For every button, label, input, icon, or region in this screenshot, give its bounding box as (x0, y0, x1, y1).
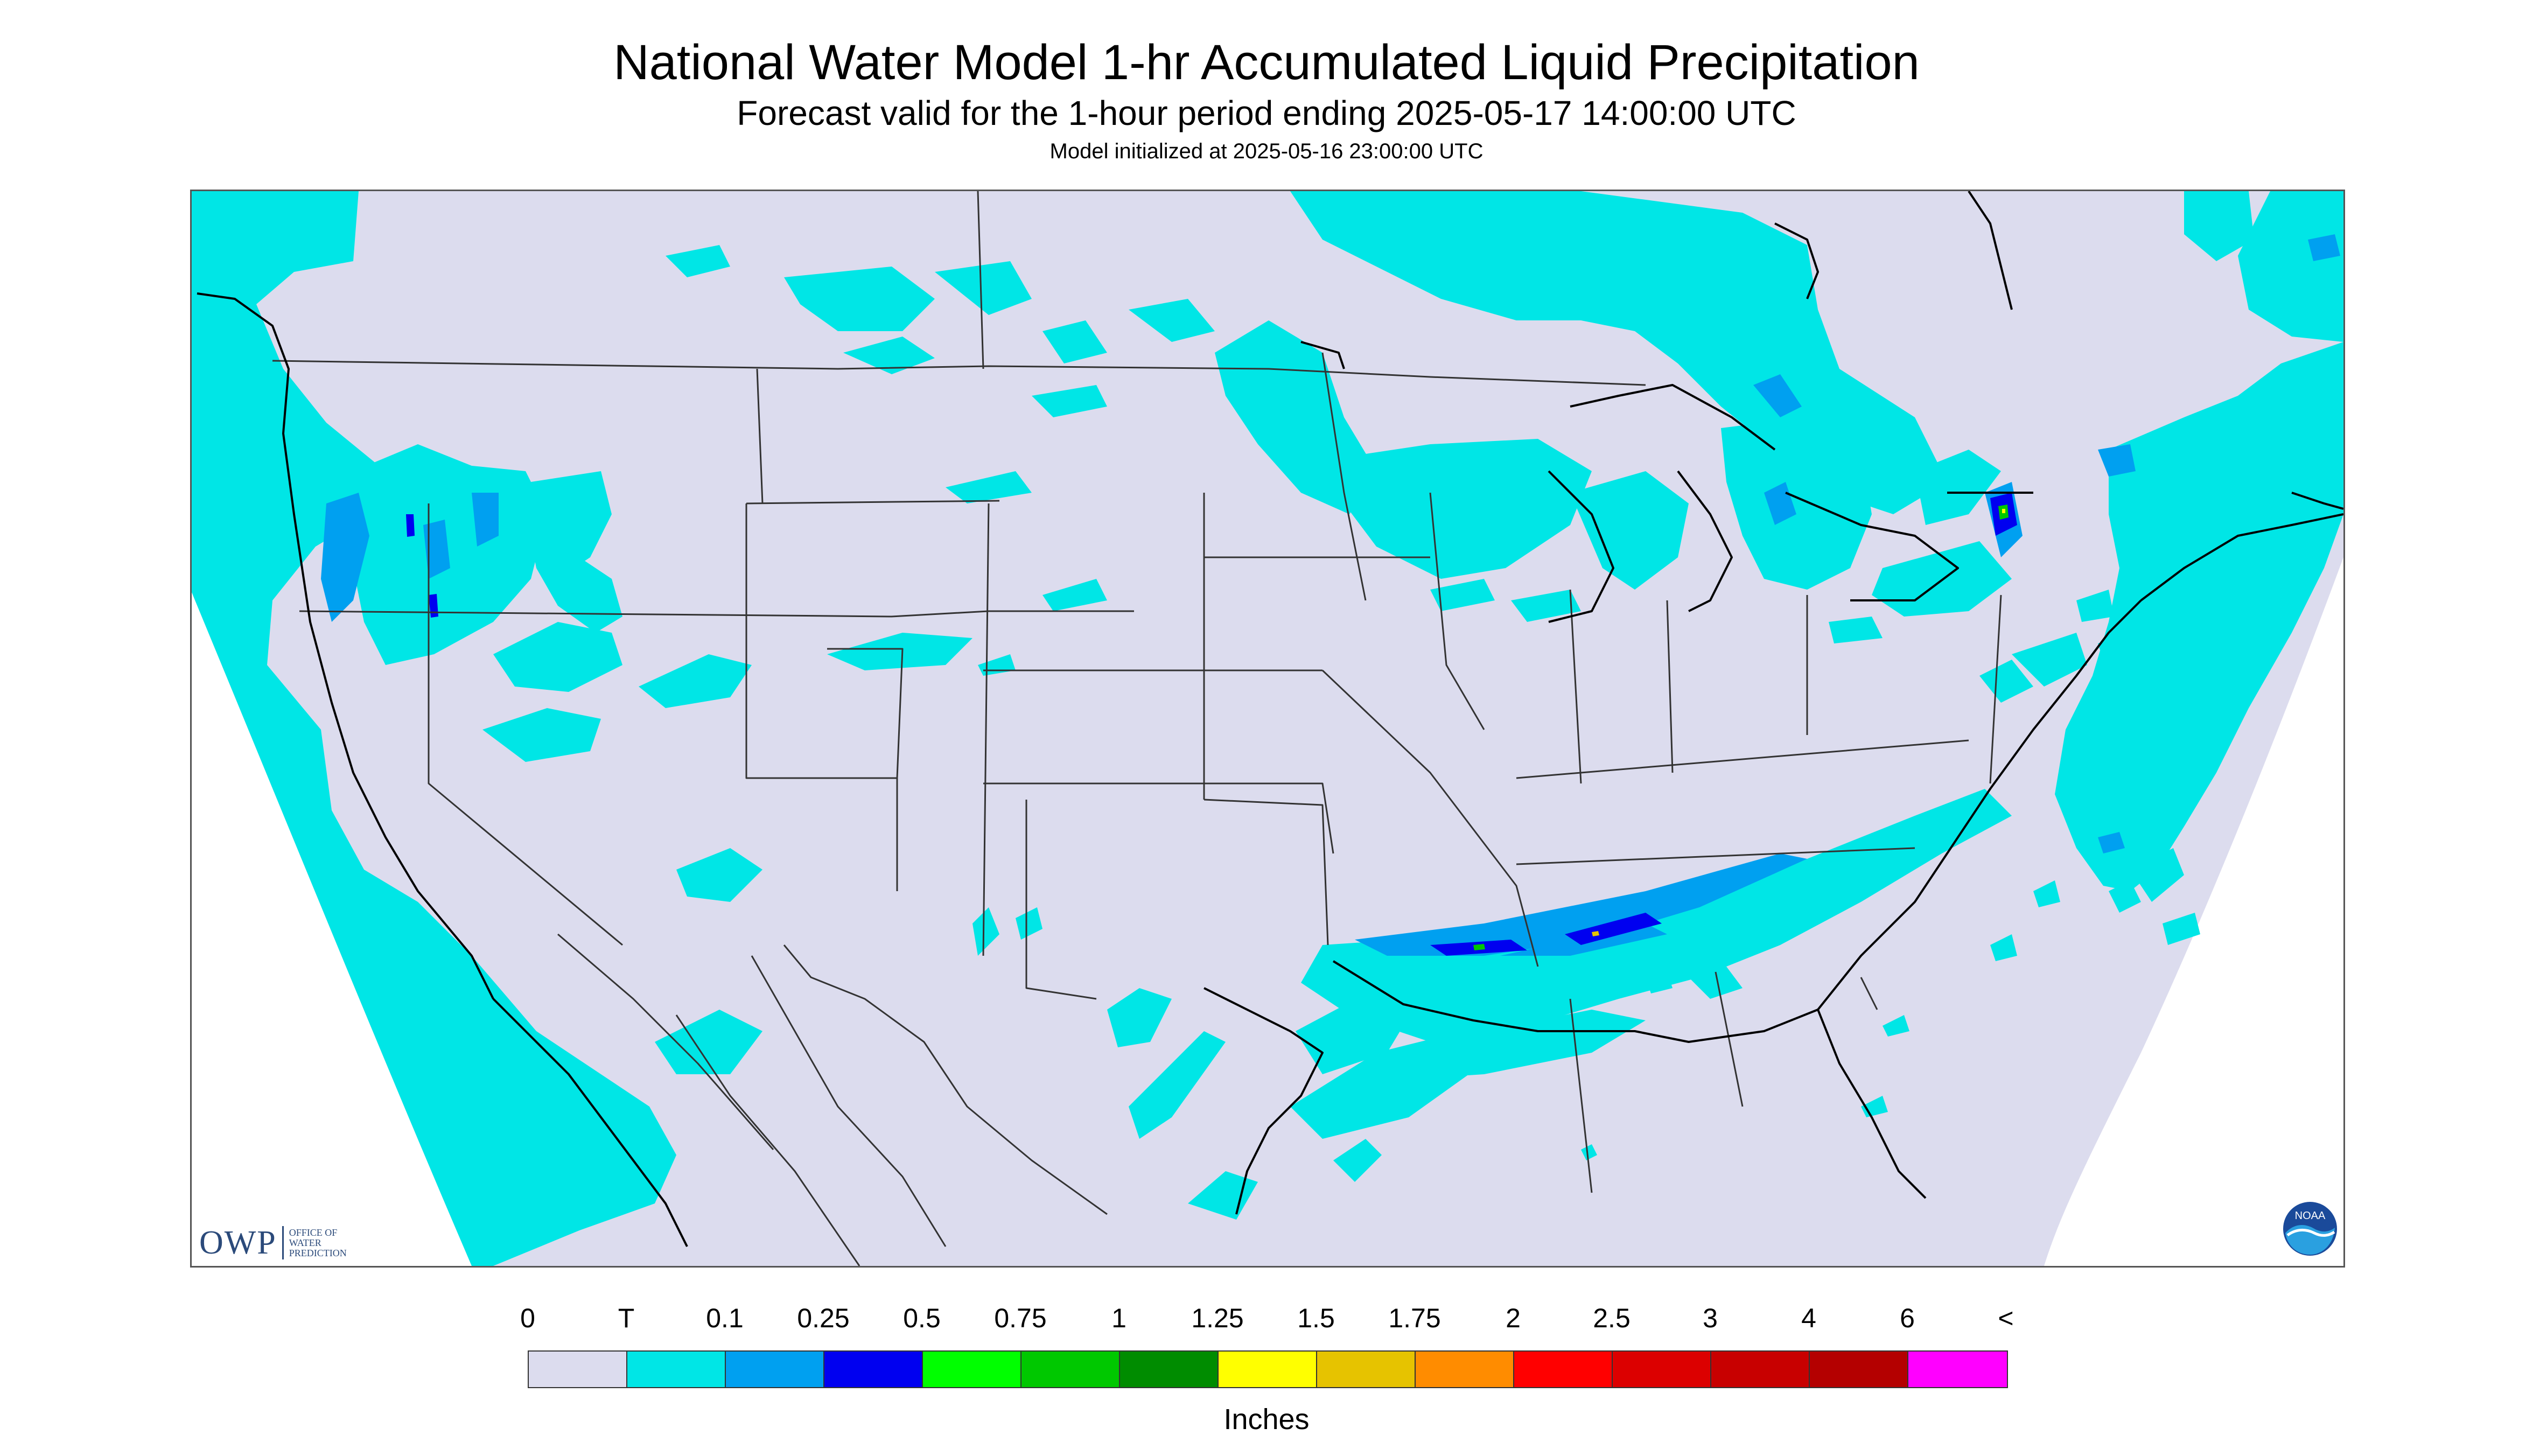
legend-tick-label: 1.25 (1191, 1303, 1244, 1333)
legend-tick-label: 2.5 (1593, 1303, 1631, 1333)
legend-swatch (1120, 1352, 1219, 1387)
legend-swatch (1021, 1352, 1120, 1387)
precipitation-map (190, 190, 2345, 1268)
legend-tick-label: < (1998, 1303, 2014, 1333)
legend-color-bar (528, 1350, 2008, 1388)
model-init-line: Model initialized at 2025-05-16 23:00:00… (1049, 139, 1484, 163)
forecast-valid-subtitle: Forecast valid for the 1-hour period end… (737, 94, 1796, 132)
map-title: National Water Model 1-hr Accumulated Li… (613, 35, 1920, 90)
legend-tick-label: 3 (1703, 1303, 1718, 1333)
precip-high-areas (1473, 505, 2009, 950)
legend-swatch (1908, 1352, 2007, 1387)
precip-trace-areas (192, 191, 2343, 1266)
outside-domain-west (192, 592, 472, 1266)
legend-tick-label: 2 (1506, 1303, 1521, 1333)
legend-swatch (1711, 1352, 1810, 1387)
owp-logo-line-2: WATER (289, 1237, 321, 1248)
legend-tick-label: T (618, 1303, 635, 1333)
legend-swatch (1317, 1352, 1416, 1387)
legend-tick-label: 0 (520, 1303, 535, 1333)
owp-logo-line-3: PREDICTION (289, 1247, 347, 1258)
legend-swatch (923, 1352, 1021, 1387)
legend-swatch (1810, 1352, 1908, 1387)
owp-logo-letters: OWP (199, 1224, 277, 1261)
owp-logo: OWP OFFICE OF WATER PREDICTION (199, 1221, 347, 1264)
legend-tick-label: 0.5 (903, 1303, 941, 1333)
legend-tick-label: 4 (1801, 1303, 1816, 1333)
legend-swatch (529, 1352, 627, 1387)
owp-logo-text: OFFICE OF WATER PREDICTION (289, 1227, 347, 1258)
coastline-lines (197, 191, 2343, 1247)
legend-tick-label: 6 (1900, 1303, 1915, 1333)
legend-swatch (627, 1352, 726, 1387)
legend-units: Inches (1223, 1403, 1310, 1436)
legend-tick-label: 1.5 (1297, 1303, 1335, 1333)
legend-swatch (1416, 1352, 1514, 1387)
map-canvas (192, 191, 2343, 1266)
owp-logo-divider (282, 1226, 284, 1259)
legend-tick-label: 0.1 (706, 1303, 744, 1333)
legend-swatch (824, 1352, 923, 1387)
outside-domain-east (2044, 557, 2343, 1266)
noaa-logo: NOAA (2283, 1202, 2337, 1256)
legend-tick-label: 0.25 (797, 1303, 850, 1333)
legend-swatch (726, 1352, 824, 1387)
boundary-lines (272, 191, 2002, 1266)
owp-logo-line-1: OFFICE OF (289, 1227, 338, 1238)
precip-moderate-areas (321, 234, 2340, 956)
legend-swatch (1514, 1352, 1613, 1387)
legend-tick-label: 1 (1111, 1303, 1126, 1333)
legend-swatch (1613, 1352, 1711, 1387)
legend-tick-label: 0.75 (994, 1303, 1047, 1333)
legend-tick-label: 1.75 (1388, 1303, 1441, 1333)
noaa-logo-text: NOAA (2295, 1210, 2326, 1222)
legend-swatch (1219, 1352, 1317, 1387)
